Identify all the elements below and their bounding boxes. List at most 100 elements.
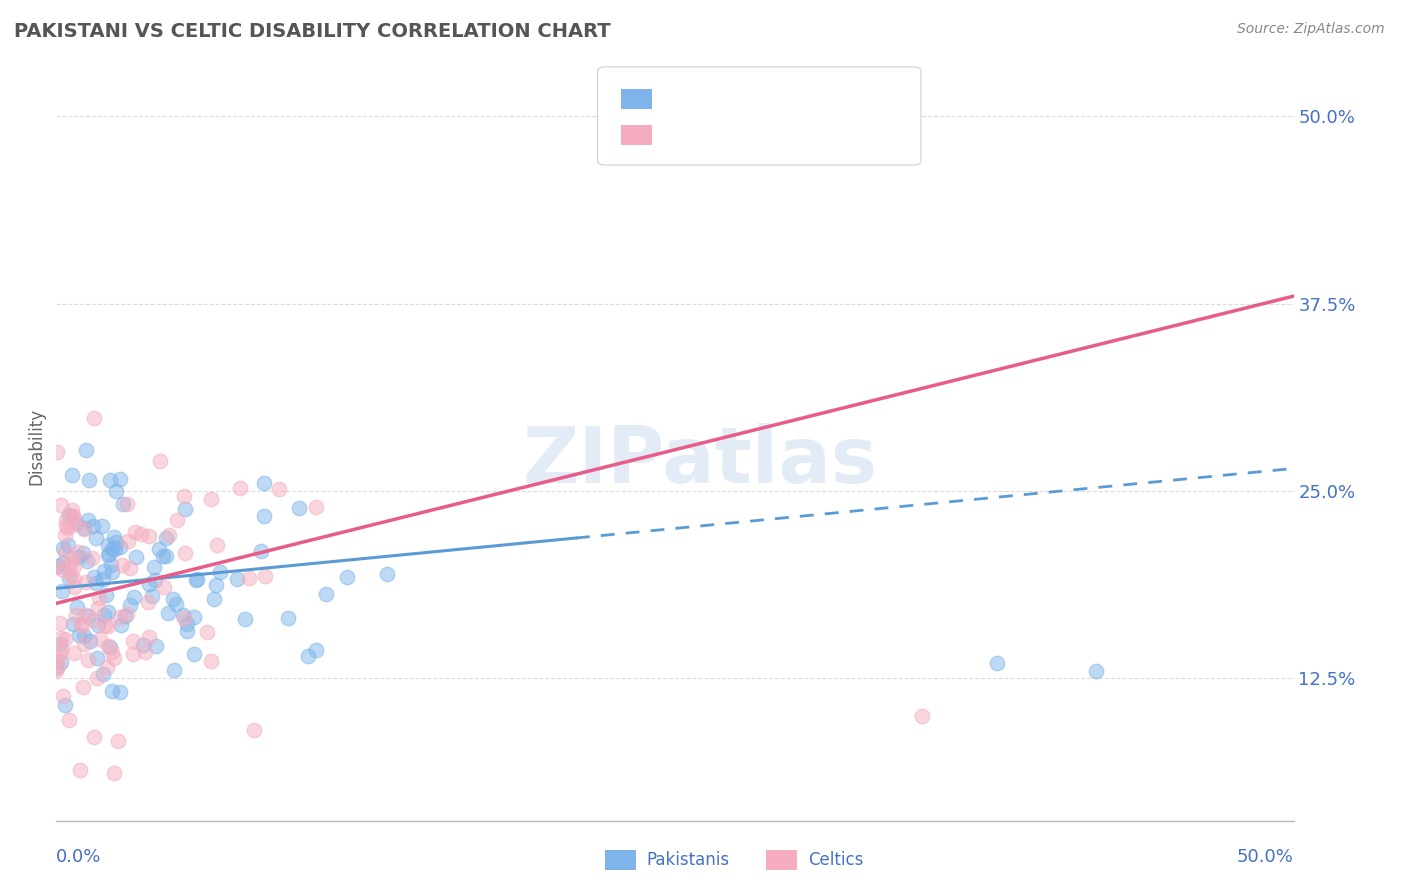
Point (200, 654, 222, 668)
Point (122, 633, 145, 648)
Point (145, 639, 167, 653)
Point (77, 474, 100, 488)
Point (155, 531, 177, 545)
Point (101, 645, 124, 659)
Point (305, 642, 328, 657)
Point (104, 541, 127, 556)
Point (83, 410, 105, 425)
Point (110, 540, 132, 554)
Point (52, 689, 75, 703)
Point (49, 631, 72, 645)
Point (49, 656, 72, 670)
Point (267, 482, 290, 496)
Point (103, 766, 125, 780)
Point (49, 648, 72, 662)
Point (98, 547, 121, 561)
Point (197, 624, 219, 639)
Point (97, 640, 120, 654)
Point (53, 545, 76, 559)
Point (52, 556, 75, 570)
Point (62, 508, 84, 523)
Point (96, 660, 118, 674)
Point (62, 508, 84, 523)
Point (49, 615, 72, 630)
Point (58, 713, 80, 727)
Point (60, 468, 83, 483)
Point (48, 558, 70, 573)
Point (122, 647, 145, 661)
Point (89, 632, 111, 646)
Text: 50.0%: 50.0% (1237, 847, 1294, 865)
Text: ZIPatlas: ZIPatlas (522, 423, 877, 499)
Point (101, 565, 124, 579)
Text: R = 0.258   N = 98: R = 0.258 N = 98 (664, 90, 834, 108)
Point (118, 598, 141, 612)
Point (149, 454, 172, 468)
Point (911, 708, 934, 723)
Point (132, 638, 155, 652)
Point (229, 481, 252, 495)
Point (51, 584, 73, 599)
Point (122, 591, 145, 605)
Point (305, 500, 328, 515)
Point (98, 640, 121, 655)
Point (67, 545, 90, 559)
Point (58, 538, 80, 552)
Text: R = 0.423   N = 88: R = 0.423 N = 88 (664, 126, 834, 144)
Point (62, 616, 84, 631)
Point (84, 576, 107, 591)
Point (96, 588, 118, 602)
Point (173, 546, 195, 560)
Point (136, 595, 159, 609)
Point (79, 633, 101, 648)
Point (67, 549, 90, 564)
Point (82, 519, 104, 533)
Point (162, 663, 184, 677)
Point (233, 612, 256, 626)
Point (238, 571, 260, 585)
Point (176, 624, 198, 638)
Point (1084, 664, 1107, 678)
Point (49, 637, 72, 651)
Point (115, 607, 138, 622)
Point (86, 672, 108, 686)
Point (183, 609, 205, 624)
Point (62, 572, 84, 586)
Point (62, 646, 84, 660)
Point (87, 617, 110, 632)
Point (94, 617, 117, 632)
Point (100, 558, 122, 573)
Point (225, 572, 247, 586)
Point (105, 535, 128, 549)
Point (69, 628, 91, 642)
Point (183, 648, 205, 662)
Point (77, 609, 100, 624)
Point (72, 546, 94, 560)
Point (117, 534, 139, 549)
Point (101, 542, 124, 557)
Point (208, 565, 231, 579)
Point (165, 597, 187, 611)
Point (174, 502, 197, 516)
Point (91, 572, 114, 586)
Point (129, 527, 152, 541)
Point (166, 513, 188, 527)
Text: Pakistanis: Pakistanis (647, 851, 730, 869)
Point (297, 649, 319, 664)
Point (45, 444, 67, 458)
Point (72, 680, 94, 694)
Point (277, 611, 299, 625)
Point (93, 607, 115, 622)
Point (335, 570, 357, 584)
Y-axis label: Disability: Disability (27, 408, 45, 484)
Point (110, 472, 132, 486)
Point (55, 513, 77, 527)
Point (58, 521, 80, 535)
Point (45, 652, 67, 666)
Point (62, 558, 84, 573)
Text: Source: ZipAtlas.com: Source: ZipAtlas.com (1237, 22, 1385, 37)
Point (100, 683, 122, 698)
Point (55, 632, 77, 646)
Point (173, 489, 195, 503)
Point (134, 645, 156, 659)
